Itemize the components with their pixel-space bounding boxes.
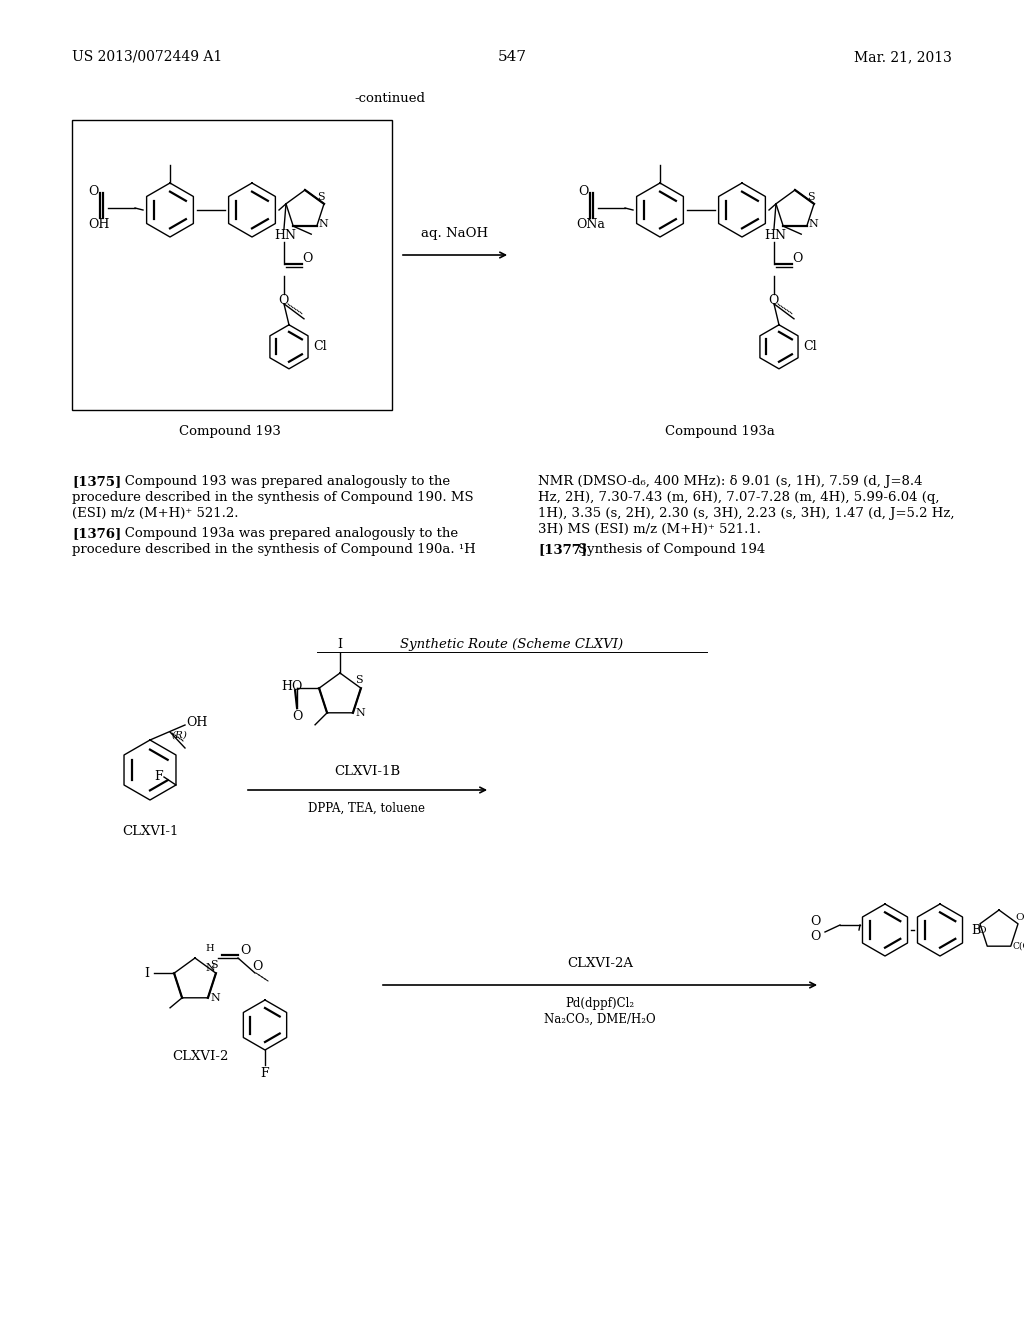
Text: procedure described in the synthesis of Compound 190. MS: procedure described in the synthesis of … [72,491,474,504]
Text: 547: 547 [498,50,526,63]
Text: N: N [205,964,215,973]
Text: US 2013/0072449 A1: US 2013/0072449 A1 [72,50,222,63]
Text: O: O [292,710,302,723]
Text: O: O [810,915,820,928]
Text: B: B [971,924,980,936]
Text: DPPA, TEA, toluene: DPPA, TEA, toluene [308,803,426,814]
Text: [1377]: [1377] [538,543,587,556]
Text: NMR (DMSO-d₆, 400 MHz): δ 9.01 (s, 1H), 7.59 (d, J=8.4: NMR (DMSO-d₆, 400 MHz): δ 9.01 (s, 1H), … [538,475,923,488]
Text: O: O [768,294,778,306]
Text: I: I [337,638,342,651]
Text: S: S [355,676,362,685]
Text: N: N [318,219,329,230]
Text: S: S [210,960,218,970]
Text: I: I [144,966,150,979]
Text: Compound 193 was prepared analogously to the: Compound 193 was prepared analogously to… [112,475,451,488]
Text: O: O [302,252,312,265]
Text: Compound 193: Compound 193 [179,425,281,438]
Text: HN: HN [274,228,296,242]
Text: aq. NaOH: aq. NaOH [422,227,488,240]
Text: CLXVI-2A: CLXVI-2A [567,957,633,970]
Text: F: F [154,771,163,784]
Text: N: N [809,219,818,230]
Text: S: S [807,191,815,202]
Text: H: H [205,944,214,953]
Text: N: N [356,708,366,718]
Text: OH: OH [186,715,208,729]
Text: O: O [578,185,589,198]
Text: Mar. 21, 2013: Mar. 21, 2013 [854,50,952,63]
Text: C(CH₃)₂: C(CH₃)₂ [1013,941,1024,950]
Text: Na₂CO₃, DME/H₂O: Na₂CO₃, DME/H₂O [544,1012,655,1026]
Text: N: N [211,993,221,1003]
Text: Compound 193a: Compound 193a [665,425,775,438]
Text: O: O [810,931,820,942]
Text: 1H), 3.35 (s, 2H), 2.30 (s, 3H), 2.23 (s, 3H), 1.47 (d, J=5.2 Hz,: 1H), 3.35 (s, 2H), 2.30 (s, 3H), 2.23 (s… [538,507,954,520]
Text: Compound 193a was prepared analogously to the: Compound 193a was prepared analogously t… [112,527,458,540]
Text: O: O [252,960,262,973]
Text: Cl: Cl [313,341,327,354]
Text: O: O [278,294,289,306]
Text: O: O [88,185,98,198]
Text: O: O [240,944,251,957]
Text: OH: OH [88,218,110,231]
Text: F: F [260,1067,268,1080]
Text: S: S [317,191,325,202]
Text: Cl: Cl [803,341,816,354]
Text: O: O [792,252,803,265]
Text: Synthetic Route (Scheme CLXVI): Synthetic Route (Scheme CLXVI) [400,638,624,651]
Text: CLXVI-2: CLXVI-2 [172,1049,228,1063]
Text: 3H) MS (ESI) m/z (M+H)⁺ 521.1.: 3H) MS (ESI) m/z (M+H)⁺ 521.1. [538,523,761,536]
Text: Hz, 2H), 7.30-7.43 (m, 6H), 7.07-7.28 (m, 4H), 5.99-6.04 (q,: Hz, 2H), 7.30-7.43 (m, 6H), 7.07-7.28 (m… [538,491,939,504]
Text: O: O [1015,913,1024,921]
Text: -continued: -continued [354,92,426,106]
Text: CLXVI-1: CLXVI-1 [122,825,178,838]
Bar [72,120,392,411]
Text: O: O [977,925,986,935]
Text: ONa: ONa [575,218,605,231]
Text: Synthesis of Compound 194: Synthesis of Compound 194 [578,543,765,556]
Text: [1376]: [1376] [72,527,121,540]
Text: procedure described in the synthesis of Compound 190a. ¹H: procedure described in the synthesis of … [72,543,476,556]
Text: Pd(dppf)Cl₂: Pd(dppf)Cl₂ [565,997,635,1010]
Text: (ESI) m/z (M+H)⁺ 521.2.: (ESI) m/z (M+H)⁺ 521.2. [72,507,239,520]
Text: [1375]: [1375] [72,475,121,488]
Text: (R): (R) [172,730,187,739]
Text: HO: HO [281,680,302,693]
Text: CLXVI-1B: CLXVI-1B [334,766,400,777]
Text: HN: HN [764,228,786,242]
